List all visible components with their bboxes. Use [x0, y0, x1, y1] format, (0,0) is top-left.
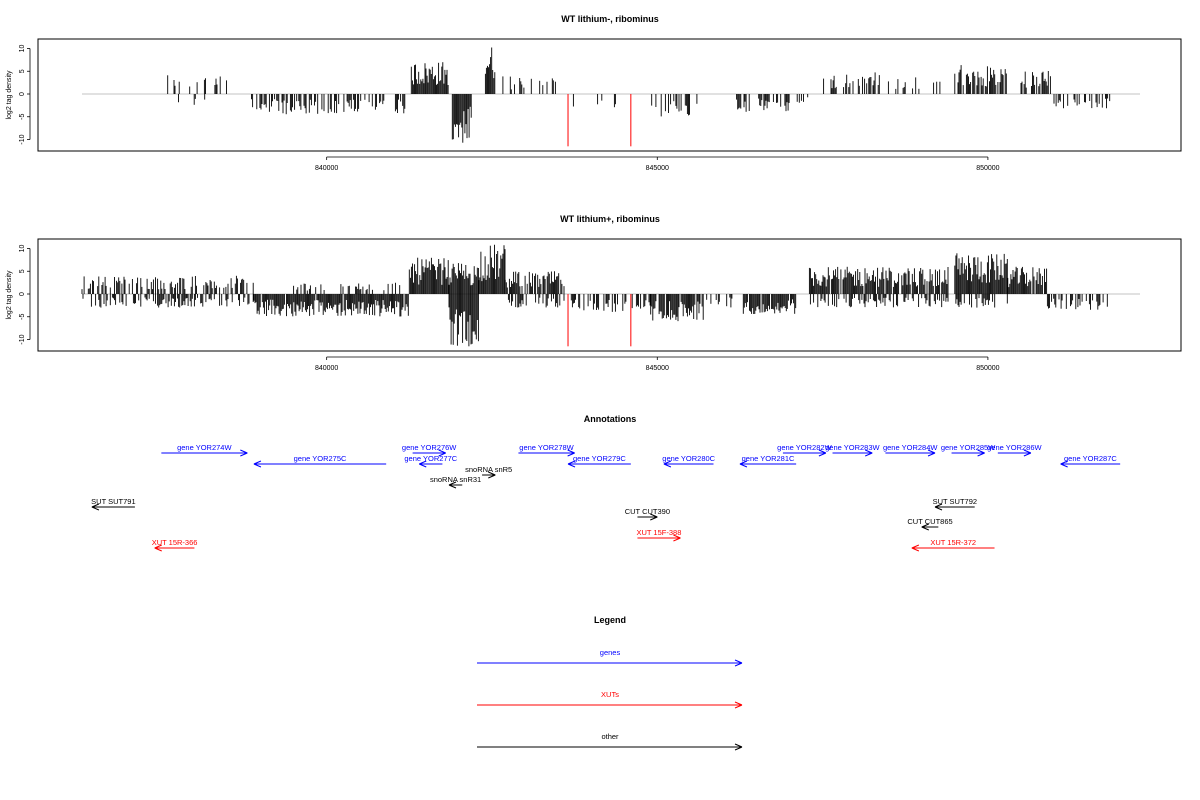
feature-label: CUT CUT865	[907, 517, 952, 526]
feature-label: gene YOR285W	[941, 443, 996, 452]
y-axis-label: log2 tag density	[6, 270, 13, 320]
feature-arrow	[412, 449, 446, 457]
feature-label: gene YOR278W	[519, 443, 574, 452]
feature-arrow	[832, 449, 873, 457]
track-panel-lithium-minus: WT lithium-, ribominus log2 tag density …	[6, 14, 1182, 172]
feature-label: SUT SUT791	[91, 497, 135, 506]
track-panel-lithium-plus: WT lithium+, ribominus log2 tag density …	[6, 214, 1182, 372]
feature-label: gene YOR279C	[573, 454, 626, 463]
y-tick-label: -5	[19, 114, 26, 120]
y-axis-label: log2 tag density	[6, 70, 13, 120]
feature-arrow	[997, 449, 1032, 457]
feature-label: XUT 15R-372	[930, 538, 976, 547]
feature-label: gene YOR281C	[742, 454, 795, 463]
x-tick-label: 850000	[976, 165, 999, 172]
feature-arrow	[448, 481, 463, 489]
legend-arrow	[477, 701, 743, 709]
feature-arrow	[637, 534, 681, 542]
y-tick-label: -10	[19, 134, 26, 144]
feature-arrow	[663, 460, 714, 468]
plot-frame	[37, 238, 1182, 352]
feature-arrow	[154, 544, 195, 552]
legend-arrow	[477, 659, 743, 667]
feature-label: CUT CUT390	[625, 507, 670, 516]
feature-label: gene YOR280C	[662, 454, 715, 463]
y-tick-label: 0	[19, 92, 26, 96]
feature-arrow	[921, 523, 939, 531]
plot-frame	[37, 38, 1182, 152]
feature-label: gene YOR277C	[404, 454, 457, 463]
y-tick-label: 10	[19, 45, 26, 53]
feature-label: gene YOR275C	[294, 454, 347, 463]
legend-title: Legend	[594, 615, 626, 625]
legend-arrow	[477, 743, 743, 751]
feature-label: snoRNA snR31	[430, 475, 481, 484]
feature-arrow	[1060, 460, 1121, 468]
feature-arrow	[885, 449, 936, 457]
legend-panel: Legend genes XUTs other	[477, 615, 743, 751]
feature-arrow	[951, 449, 985, 457]
panel-title: WT lithium-, ribominus	[561, 14, 659, 24]
legend-label: genes	[600, 648, 621, 657]
feature-label: XUT 15F-388	[636, 528, 681, 537]
feature-arrow	[911, 544, 995, 552]
feature-label: snoRNA snR5	[465, 465, 512, 474]
feature-arrow	[518, 449, 575, 457]
feature-label: gene YOR286W	[987, 443, 1042, 452]
feature-label: XUT 15R-366	[152, 538, 198, 547]
feature-arrow	[782, 449, 827, 457]
feature-arrow	[161, 449, 248, 457]
feature-label: SUT SUT792	[933, 497, 977, 506]
annotations-panel: Annotations gene YOR274W gene YOR275C gene…	[91, 414, 1121, 552]
y-tick-label: 10	[19, 245, 26, 253]
y-tick-label: 5	[19, 69, 26, 73]
feature-arrow	[637, 513, 658, 521]
feature-label: gene YOR283W	[825, 443, 880, 452]
x-tick-label: 845000	[646, 365, 669, 372]
signal-bars	[81, 244, 1140, 347]
y-tick-label: 5	[19, 269, 26, 273]
x-tick-label: 850000	[976, 365, 999, 372]
x-tick-label: 840000	[315, 365, 338, 372]
feature-label: gene YOR274W	[177, 443, 232, 452]
annotations-title: Annotations	[584, 414, 637, 424]
x-tick-label: 840000	[315, 165, 338, 172]
feature-arrow	[419, 460, 443, 468]
feature-arrow	[91, 503, 135, 511]
legend-label: other	[601, 732, 619, 741]
feature-arrow	[739, 460, 797, 468]
legend-label: XUTs	[601, 690, 619, 699]
y-tick-label: -5	[19, 314, 26, 320]
signal-bars	[82, 47, 1140, 147]
feature-label: gene YOR284W	[883, 443, 938, 452]
feature-arrow	[567, 460, 631, 468]
x-tick-label: 845000	[646, 165, 669, 172]
feature-arrow	[253, 460, 387, 468]
feature-label: gene YOR282W	[777, 443, 832, 452]
feature-arrow	[934, 503, 975, 511]
feature-label: gene YOR287C	[1064, 454, 1117, 463]
feature-label: gene YOR276W	[402, 443, 457, 452]
y-tick-label: 0	[19, 292, 26, 296]
y-tick-label: -10	[19, 334, 26, 344]
feature-arrow	[482, 471, 496, 479]
panel-title: WT lithium+, ribominus	[560, 214, 660, 224]
